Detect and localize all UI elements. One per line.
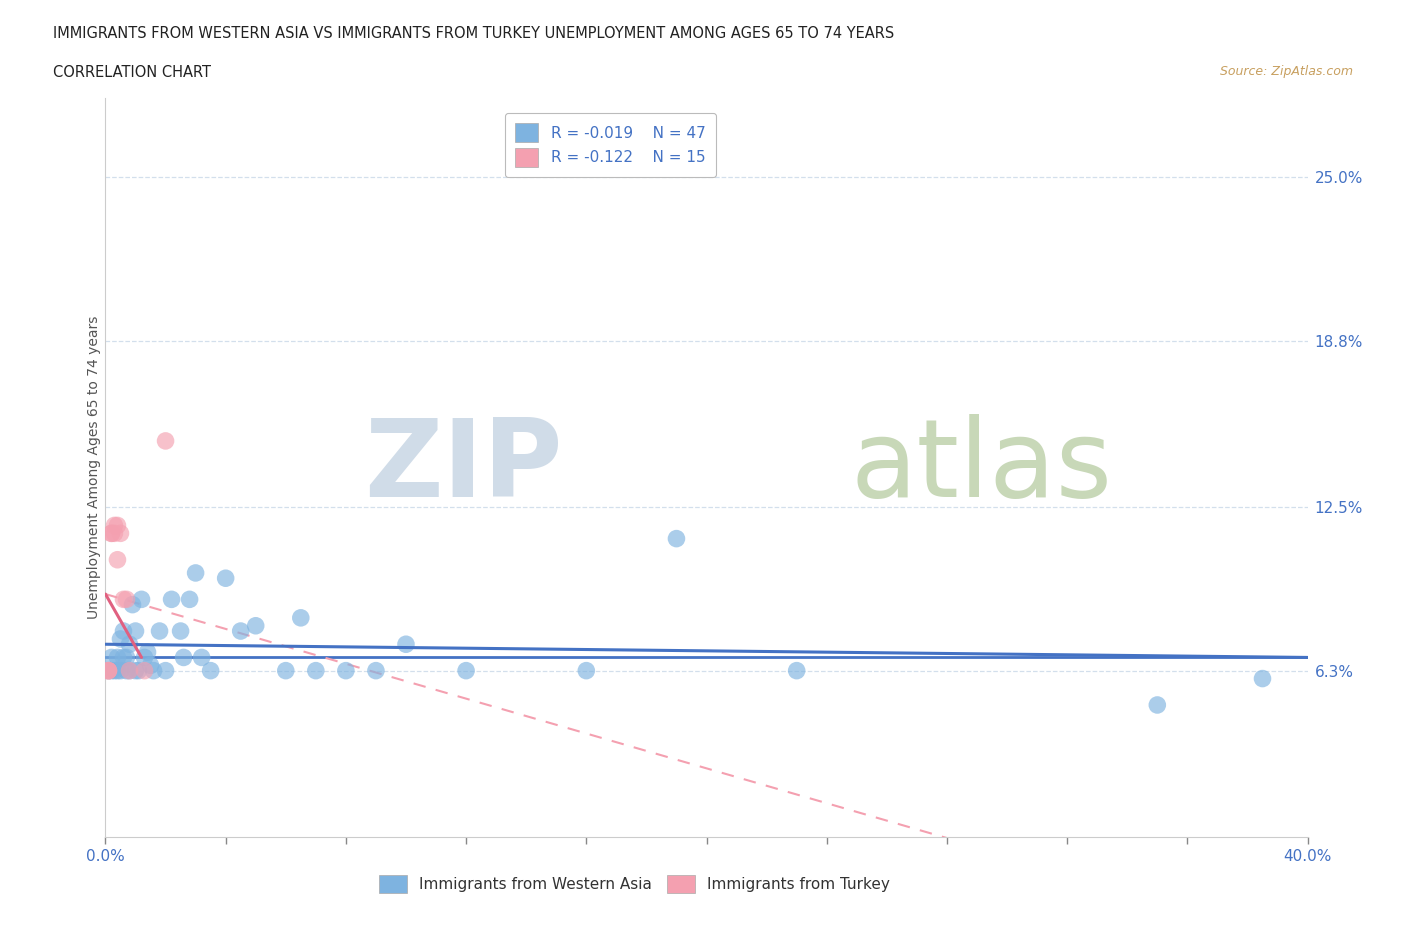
Point <box>139 658 162 672</box>
Point <box>142 663 165 678</box>
Point <box>107 663 129 678</box>
Point <box>134 650 156 665</box>
Point <box>290 610 312 625</box>
Point <box>100 663 122 678</box>
Point <box>665 531 688 546</box>
Point <box>155 663 177 678</box>
Point <box>364 663 387 678</box>
Point <box>115 663 138 678</box>
Point <box>173 650 195 665</box>
Text: atlas: atlas <box>851 415 1112 520</box>
Text: Source: ZipAtlas.com: Source: ZipAtlas.com <box>1219 65 1353 78</box>
Point <box>110 525 132 540</box>
Point <box>124 624 146 639</box>
Point <box>305 663 328 678</box>
Point <box>110 631 132 646</box>
Point <box>112 650 135 665</box>
Point <box>179 591 201 606</box>
Point <box>107 650 129 665</box>
Point <box>128 663 150 678</box>
Point <box>575 663 598 678</box>
Point <box>335 663 357 678</box>
Point <box>100 525 122 540</box>
Point <box>214 571 236 586</box>
Text: IMMIGRANTS FROM WESTERN ASIA VS IMMIGRANTS FROM TURKEY UNEMPLOYMENT AMONG AGES 6: IMMIGRANTS FROM WESTERN ASIA VS IMMIGRAN… <box>53 26 894 41</box>
Point <box>131 591 153 606</box>
Point <box>155 433 177 448</box>
Point <box>97 663 120 678</box>
Point <box>112 591 135 606</box>
Point <box>148 624 170 639</box>
Point <box>103 525 125 540</box>
Point <box>112 624 135 639</box>
Y-axis label: Unemployment Among Ages 65 to 74 years: Unemployment Among Ages 65 to 74 years <box>87 315 101 619</box>
Text: ZIP: ZIP <box>364 415 562 520</box>
Point <box>118 663 141 678</box>
Point <box>274 663 297 678</box>
Point <box>118 637 141 652</box>
Point <box>97 663 120 678</box>
Point <box>786 663 808 678</box>
Point <box>184 565 207 580</box>
Point <box>97 663 120 678</box>
Point <box>107 552 129 567</box>
Point <box>118 663 141 678</box>
Text: CORRELATION CHART: CORRELATION CHART <box>53 65 211 80</box>
Point <box>97 663 120 678</box>
Point <box>1146 698 1168 712</box>
Point <box>245 618 267 633</box>
Point <box>107 518 129 533</box>
Point <box>200 663 222 678</box>
Point <box>229 624 252 639</box>
Point <box>124 663 146 678</box>
Point <box>115 591 138 606</box>
Point <box>110 663 132 678</box>
Point <box>134 663 156 678</box>
Point <box>169 624 191 639</box>
Point <box>136 644 159 659</box>
Point <box>1251 671 1274 686</box>
Point <box>454 663 477 678</box>
Legend: Immigrants from Western Asia, Immigrants from Turkey: Immigrants from Western Asia, Immigrants… <box>373 869 896 899</box>
Point <box>115 650 138 665</box>
Point <box>100 525 122 540</box>
Point <box>100 650 122 665</box>
Point <box>103 518 125 533</box>
Point <box>190 650 212 665</box>
Point <box>121 597 143 612</box>
Point <box>103 663 125 678</box>
Point <box>395 637 418 652</box>
Point <box>160 591 183 606</box>
